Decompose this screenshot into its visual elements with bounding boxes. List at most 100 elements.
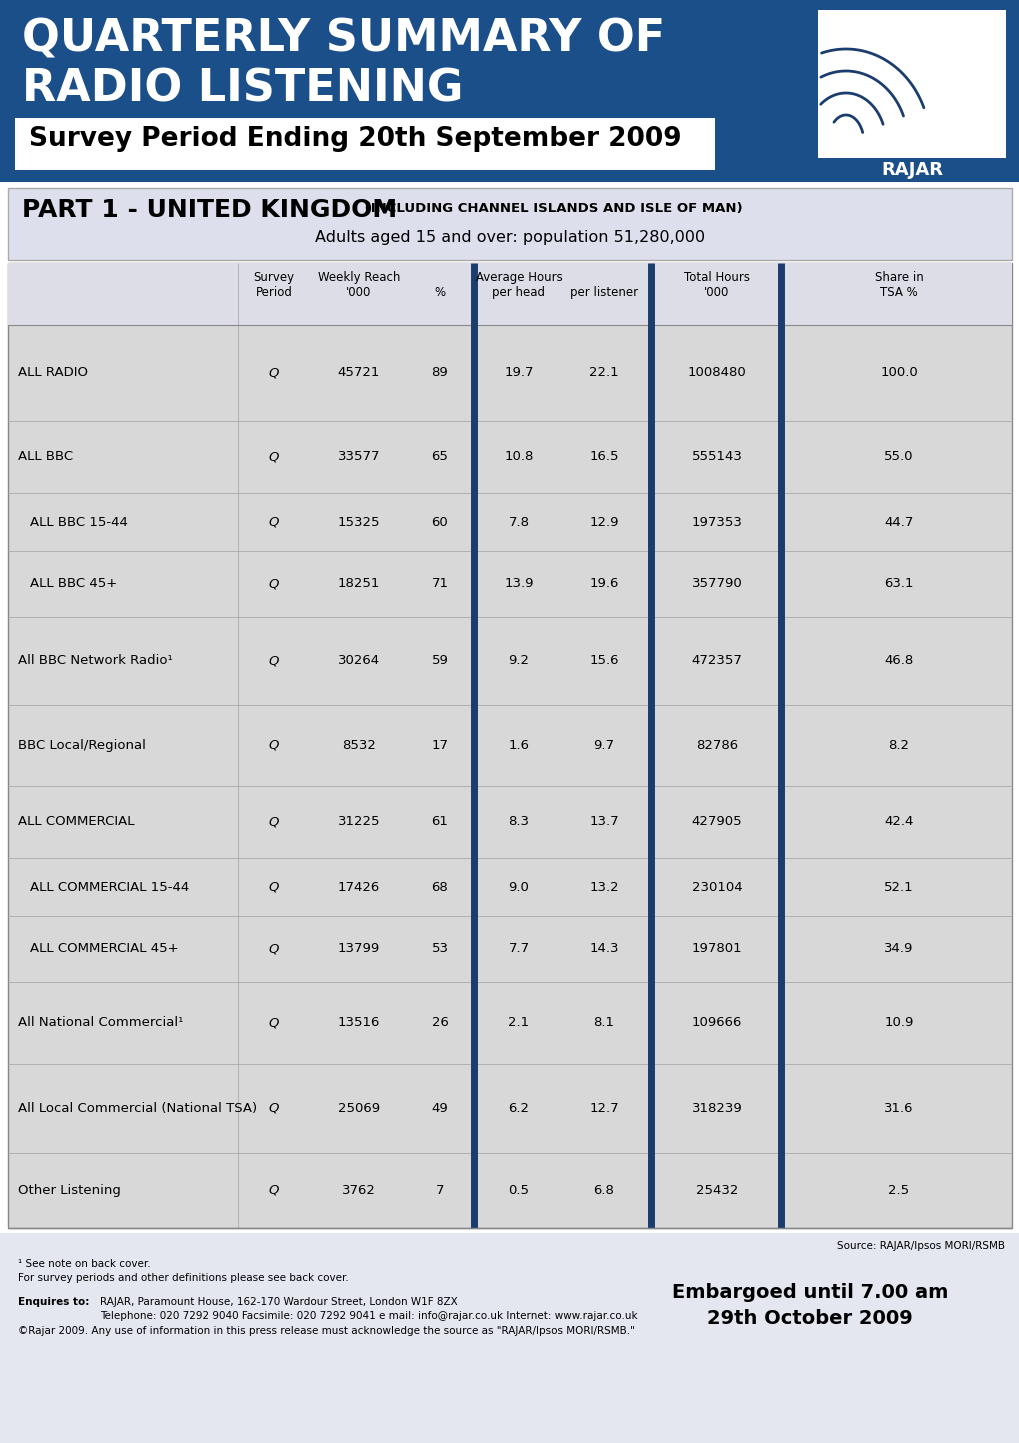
Text: 1.6: 1.6 [508, 739, 529, 752]
Text: 197801: 197801 [691, 942, 742, 955]
Text: Q: Q [269, 1183, 279, 1196]
Text: Adults aged 15 and over: population 51,280,000: Adults aged 15 and over: population 51,2… [315, 229, 704, 245]
Text: Source: RAJAR/Ipsos MORI/RSMB: Source: RAJAR/Ipsos MORI/RSMB [837, 1241, 1004, 1251]
Text: Enquires to:: Enquires to: [18, 1297, 90, 1307]
Text: 8.2: 8.2 [888, 739, 909, 752]
Text: 42.4: 42.4 [883, 815, 913, 828]
Text: Share in: Share in [873, 271, 922, 284]
Text: ALL COMMERCIAL 15-44: ALL COMMERCIAL 15-44 [30, 880, 190, 893]
Text: 68: 68 [431, 880, 448, 893]
Text: 52.1: 52.1 [883, 880, 913, 893]
Text: RAJAR: RAJAR [880, 162, 943, 179]
Text: ALL BBC 45+: ALL BBC 45+ [30, 577, 117, 590]
Text: 26: 26 [431, 1016, 448, 1029]
Text: 18251: 18251 [337, 577, 380, 590]
Text: Q: Q [269, 942, 279, 955]
Text: ALL BBC 15-44: ALL BBC 15-44 [30, 515, 127, 528]
Text: 472357: 472357 [691, 654, 742, 667]
Text: 71: 71 [431, 577, 448, 590]
Text: RADIO LISTENING: RADIO LISTENING [22, 68, 463, 111]
Bar [817, 10, 1005, 157]
Text: 6.2: 6.2 [508, 1102, 529, 1115]
Text: ALL COMMERCIAL 45+: ALL COMMERCIAL 45+ [30, 942, 178, 955]
Bar [8, 188, 1011, 260]
Text: 357790: 357790 [691, 577, 742, 590]
Text: Q: Q [269, 880, 279, 893]
Text: 2.1: 2.1 [507, 1016, 529, 1029]
Text: 60: 60 [431, 515, 448, 528]
Text: 17: 17 [431, 739, 448, 752]
Text: ALL COMMERCIAL: ALL COMMERCIAL [18, 815, 135, 828]
Text: BBC Local/Regional: BBC Local/Regional [18, 739, 146, 752]
Text: Q: Q [269, 450, 279, 463]
Text: Q: Q [269, 577, 279, 590]
Text: 2.5: 2.5 [888, 1183, 909, 1196]
Text: 9.0: 9.0 [508, 880, 529, 893]
Text: 0.5: 0.5 [508, 1183, 529, 1196]
Text: Average Hours: Average Hours [475, 271, 561, 284]
Text: 34.9: 34.9 [883, 942, 913, 955]
Text: Q: Q [269, 739, 279, 752]
Text: Survey Period Ending 20th September 2009: Survey Period Ending 20th September 2009 [29, 126, 681, 152]
Text: 17426: 17426 [337, 880, 380, 893]
Text: 197353: 197353 [691, 515, 742, 528]
Bar [8, 263, 1011, 1228]
Text: 19.6: 19.6 [589, 577, 619, 590]
Text: Weekly Reach: Weekly Reach [318, 271, 399, 284]
Text: 8.3: 8.3 [508, 815, 529, 828]
Text: 100.0: 100.0 [879, 367, 917, 380]
Bar [0, 182, 1019, 188]
Text: 14.3: 14.3 [589, 942, 619, 955]
Text: per listener: per listener [570, 286, 638, 299]
Text: Total Hours: Total Hours [684, 271, 749, 284]
Text: 8.1: 8.1 [593, 1016, 613, 1029]
Text: 12.7: 12.7 [589, 1102, 619, 1115]
Text: 427905: 427905 [691, 815, 742, 828]
Text: 61: 61 [431, 815, 448, 828]
Text: Q: Q [269, 515, 279, 528]
Text: 25432: 25432 [695, 1183, 738, 1196]
Bar [0, 1232, 1019, 1443]
Text: 31.6: 31.6 [883, 1102, 913, 1115]
Bar [0, 0, 1019, 182]
Text: 53: 53 [431, 942, 448, 955]
Text: 10.8: 10.8 [503, 450, 533, 463]
Text: 44.7: 44.7 [883, 515, 913, 528]
Text: QUARTERLY SUMMARY OF: QUARTERLY SUMMARY OF [22, 17, 664, 61]
Text: All Local Commercial (National TSA): All Local Commercial (National TSA) [18, 1102, 257, 1115]
Text: Q: Q [269, 367, 279, 380]
Text: ¹ See note on back cover.: ¹ See note on back cover. [18, 1258, 151, 1268]
Bar [15, 118, 714, 170]
Text: 25069: 25069 [337, 1102, 380, 1115]
Text: 6.8: 6.8 [593, 1183, 613, 1196]
Text: 33577: 33577 [337, 450, 380, 463]
Text: 10.9: 10.9 [883, 1016, 913, 1029]
Text: TSA %: TSA % [879, 286, 917, 299]
Text: RAJAR, Paramount House, 162-170 Wardour Street, London W1F 8ZX: RAJAR, Paramount House, 162-170 Wardour … [100, 1297, 458, 1307]
Text: 46.8: 46.8 [883, 654, 913, 667]
Text: 89: 89 [431, 367, 448, 380]
Bar [8, 263, 1011, 325]
Text: 555143: 555143 [691, 450, 742, 463]
Text: Embargoed until 7.00 am: Embargoed until 7.00 am [672, 1283, 948, 1302]
Text: 31225: 31225 [337, 815, 380, 828]
Text: 59: 59 [431, 654, 448, 667]
Text: Period: Period [256, 286, 292, 299]
Text: Other Listening: Other Listening [18, 1183, 121, 1196]
Text: All National Commercial¹: All National Commercial¹ [18, 1016, 183, 1029]
Text: 13516: 13516 [337, 1016, 380, 1029]
Text: 16.5: 16.5 [589, 450, 619, 463]
Text: 13799: 13799 [337, 942, 380, 955]
Text: (INCLUDING CHANNEL ISLANDS AND ISLE OF MAN): (INCLUDING CHANNEL ISLANDS AND ISLE OF M… [360, 202, 742, 215]
Text: Q: Q [269, 1016, 279, 1029]
Text: Telephone: 020 7292 9040 Facsimile: 020 7292 9041 e mail: info@rajar.co.uk Inter: Telephone: 020 7292 9040 Facsimile: 020 … [100, 1312, 637, 1320]
Text: 8532: 8532 [341, 739, 376, 752]
Text: 19.7: 19.7 [503, 367, 533, 380]
Text: %: % [434, 286, 445, 299]
Text: 7.8: 7.8 [508, 515, 529, 528]
Text: Q: Q [269, 815, 279, 828]
Text: For survey periods and other definitions please see back cover.: For survey periods and other definitions… [18, 1273, 348, 1283]
Text: ALL RADIO: ALL RADIO [18, 367, 88, 380]
Text: 318239: 318239 [691, 1102, 742, 1115]
Text: Q: Q [269, 1102, 279, 1115]
